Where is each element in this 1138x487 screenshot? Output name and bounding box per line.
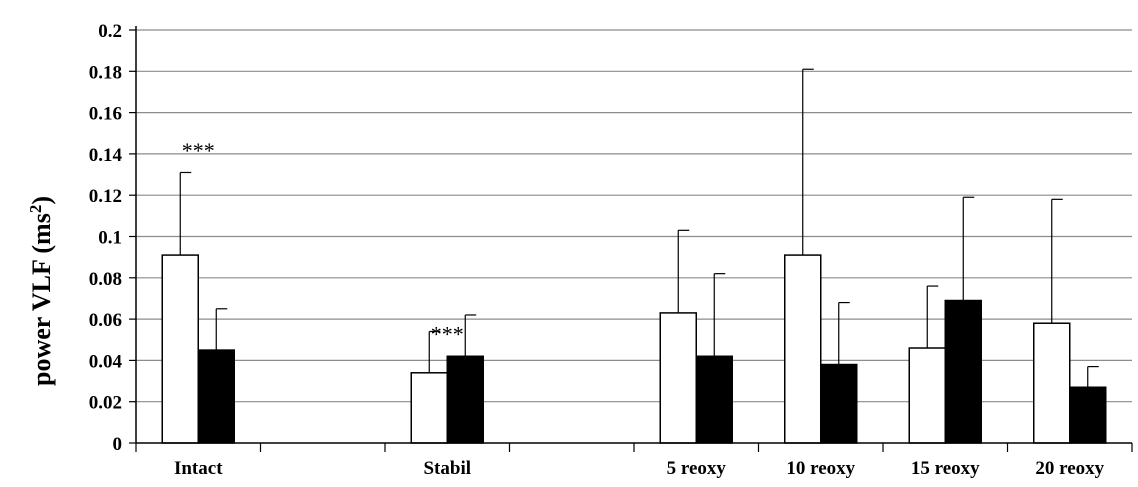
y-axis-title-suffix: ) bbox=[27, 196, 56, 205]
x-category-labels: Intact Stabil 5 reoxy 10 reoxy 15 reoxy 20 re… bbox=[174, 458, 1105, 479]
bar bbox=[784, 254, 822, 444]
axes bbox=[129, 26, 1133, 452]
y-tick-label: 0.1 bbox=[98, 228, 122, 249]
y-tick-label: 0.14 bbox=[89, 145, 123, 166]
bar bbox=[161, 254, 199, 444]
bar bbox=[820, 363, 858, 444]
bar bbox=[1033, 322, 1071, 444]
bar bbox=[659, 312, 697, 444]
y-tick-label: 0 bbox=[113, 434, 123, 455]
x-category-label: 15 reoxy bbox=[911, 458, 980, 479]
y-tick-label: 0.18 bbox=[89, 62, 122, 83]
x-category-label: 10 reoxy bbox=[786, 458, 855, 479]
y-axis-title-superscript: 2 bbox=[26, 205, 45, 214]
y-tick-label: 0.12 bbox=[89, 186, 122, 207]
y-tick-label: 0.16 bbox=[89, 104, 122, 125]
y-tick-labels: 0 0.02 0.04 0.06 0.08 0.1 0.12 0.14 0.16 0.18 0.2 bbox=[89, 21, 123, 455]
x-category-label: 5 reoxy bbox=[667, 458, 727, 479]
x-category-label: Stabil bbox=[423, 458, 471, 479]
bars bbox=[161, 254, 1107, 444]
bar bbox=[944, 299, 982, 444]
x-category-label: 20 reoxy bbox=[1035, 458, 1104, 479]
significance-annotation: *** bbox=[182, 138, 215, 163]
bar bbox=[695, 355, 733, 444]
y-tick-label: 0.04 bbox=[89, 351, 123, 372]
annotations: *** *** bbox=[182, 138, 464, 347]
y-tick-label: 0.2 bbox=[98, 21, 122, 42]
bar bbox=[1069, 386, 1107, 444]
x-category-label: Intact bbox=[174, 458, 223, 479]
y-axis-title-main: power VLF (ms bbox=[27, 213, 56, 386]
gridlines bbox=[136, 29, 1132, 403]
bar bbox=[908, 347, 946, 444]
significance-annotation: *** bbox=[431, 322, 464, 347]
y-tick-label: 0.06 bbox=[89, 310, 122, 331]
y-axis-title: power VLF (ms2) bbox=[26, 196, 56, 386]
y-tick-label: 0.08 bbox=[89, 269, 122, 290]
error-bars bbox=[179, 68, 1099, 388]
bar bbox=[410, 372, 448, 444]
bar bbox=[197, 349, 235, 444]
y-tick-label: 0.02 bbox=[89, 393, 122, 414]
bar bbox=[446, 355, 484, 444]
